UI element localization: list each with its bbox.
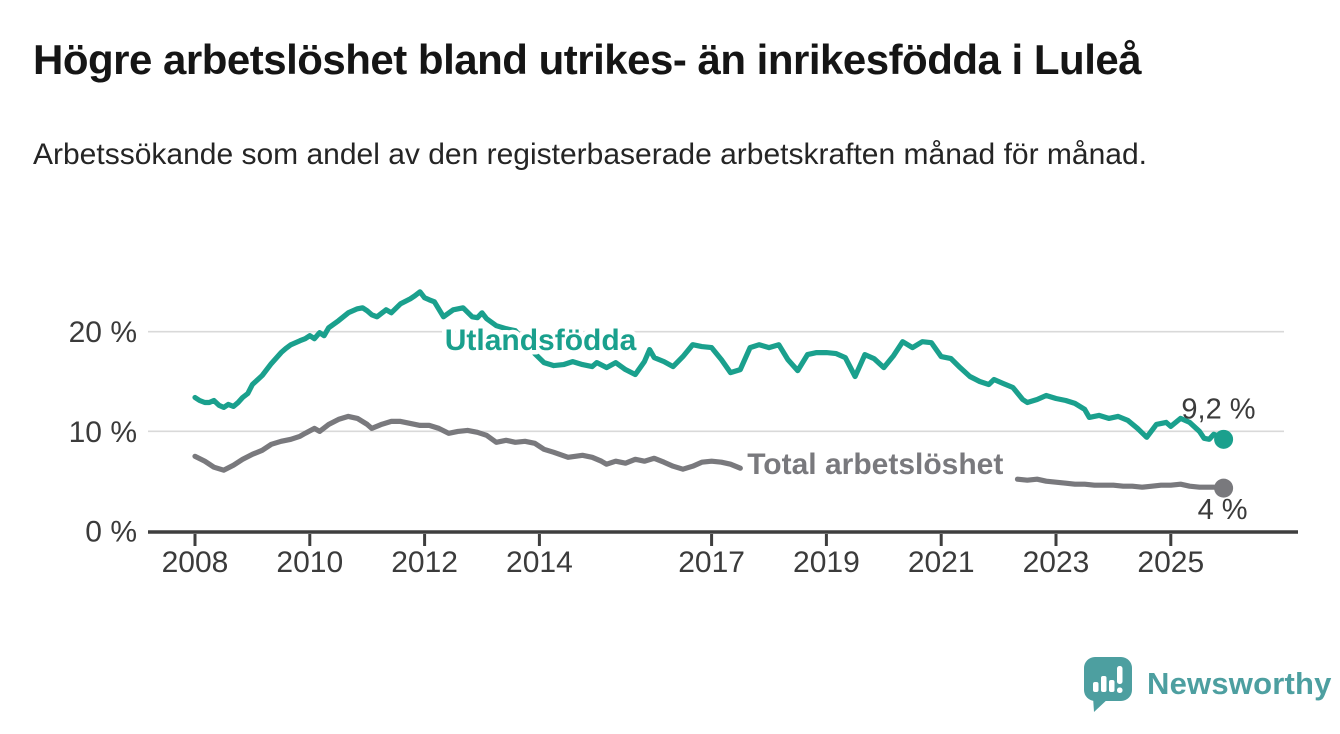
series-label: Total arbetslöshet [747,448,1003,481]
x-tick-label: 2014 [506,546,573,579]
series-end-value-label: 9,2 % [1181,393,1255,425]
x-tick-label: 2008 [162,546,229,579]
x-tick-label: 2012 [391,546,458,579]
newsworthy-brand: Newsworthy [1083,655,1332,713]
x-tick-label: 2023 [1023,546,1090,579]
y-tick-label: 20 % [69,316,137,349]
chart-subtitle: Arbetssökande som andel av den registerb… [33,138,1147,171]
x-tick-label: 2017 [678,546,745,579]
series-end-dot [1214,478,1234,498]
series-line [192,413,743,473]
x-tick-label: 2025 [1137,546,1204,579]
series-total-arbetsloshet [192,413,1227,491]
series-line [1014,476,1227,491]
x-tick-label: 2010 [276,546,343,579]
series-line [192,289,1227,442]
y-tick-label: 10 % [69,416,137,449]
series-label: Utlandsfödda [445,324,637,357]
gridlines [148,330,1284,433]
newsworthy-logo-icon [1084,657,1132,712]
y-tick-label: 0 % [85,516,137,549]
x-axis-ticks: 2008 2010 2012 2014 2017 2019 2021 2023 2025 [162,534,1204,579]
series-end-dot [1214,429,1234,449]
x-tick-label: 2021 [908,546,975,579]
newsworthy-wordmark: Newsworthy [1147,666,1332,701]
y-axis-labels: 0 % 10 % 20 % [69,316,137,548]
x-tick-label: 2019 [793,546,860,579]
series-end-value-label: 4 % [1198,494,1248,526]
page-title: Högre arbetslöshet bland utrikes- än inr… [33,36,1142,83]
series-utlandsfodda [192,289,1227,442]
